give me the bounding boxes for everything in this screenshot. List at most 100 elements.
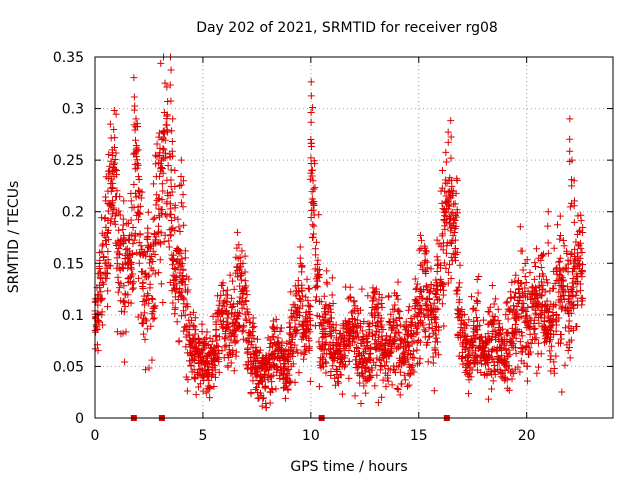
data-point [236,282,244,290]
data-point [247,341,255,349]
data-point [145,243,153,251]
data-point [315,312,323,320]
data-point [464,347,472,355]
data-point [315,383,323,391]
data-point [145,364,153,372]
data-point [438,232,446,240]
data-point [312,251,320,259]
data-point [255,379,263,387]
data-point [557,339,565,347]
data-point [99,321,107,329]
peak-data-point [179,177,187,185]
data-point [475,272,483,280]
data-point [394,295,402,303]
data-point [268,386,276,394]
data-point [209,371,217,379]
data-point [553,221,561,229]
data-point [472,334,480,342]
data-point [521,259,529,267]
data-point [455,283,463,291]
data-points [91,53,587,412]
data-point [444,138,452,146]
data-point [202,389,210,397]
data-point [170,251,178,259]
data-point [411,275,419,283]
data-point [549,318,557,326]
peak-data-point [158,156,166,164]
data-point [570,300,578,308]
data-point [578,301,586,309]
data-point [390,305,398,313]
data-point [164,161,172,169]
data-point [384,377,392,385]
data-point [174,245,182,253]
data-point [347,293,355,301]
data-point [204,385,212,393]
data-point [410,354,418,362]
data-point [493,358,501,366]
data-point [373,301,381,309]
data-point [200,335,208,343]
data-point [368,304,376,312]
data-point [473,331,481,339]
data-point [575,228,583,236]
data-point [307,78,315,86]
data-point [517,247,525,255]
data-point [121,302,129,310]
peak-data-point [108,146,116,154]
data-point [276,327,284,335]
x-tick-label: 5 [198,428,207,444]
data-point [136,210,144,218]
peak-data-point [94,270,102,278]
data-point [556,231,564,239]
data-point [268,378,276,386]
data-point [238,270,246,278]
data-point [514,279,522,287]
data-point [360,382,368,390]
data-point [224,314,232,322]
data-point [148,253,156,261]
data-point [132,193,140,201]
data-point [173,244,181,252]
data-point [395,363,403,371]
data-point [476,321,484,329]
data-point [364,292,372,300]
data-point [518,307,526,315]
data-point [488,332,496,340]
data-point [512,334,520,342]
data-point [247,350,255,358]
data-point [149,308,157,316]
data-point [469,305,477,313]
data-point [414,298,422,306]
data-point [120,308,128,316]
data-point [486,303,494,311]
data-point [451,254,459,262]
data-point [346,294,354,302]
data-point [102,193,110,201]
data-point [175,249,183,257]
data-point [198,320,206,328]
data-point [175,338,183,346]
data-point [307,92,315,100]
data-point [387,310,395,318]
data-point [463,322,471,330]
data-point [319,354,327,362]
data-point [272,385,280,393]
data-point [425,333,433,341]
data-point [448,237,456,245]
data-point [326,328,334,336]
data-point [455,279,463,287]
data-point [129,224,137,232]
data-point [191,330,199,338]
peak-data-point [544,239,552,247]
data-point [530,316,538,324]
data-point [136,202,144,210]
data-point [305,308,313,316]
peak-data-point [113,209,121,217]
data-point [557,335,565,343]
data-point [236,309,244,317]
data-point [140,248,148,256]
data-point [139,320,147,328]
peak-data-point [309,177,317,185]
data-point [196,349,204,357]
